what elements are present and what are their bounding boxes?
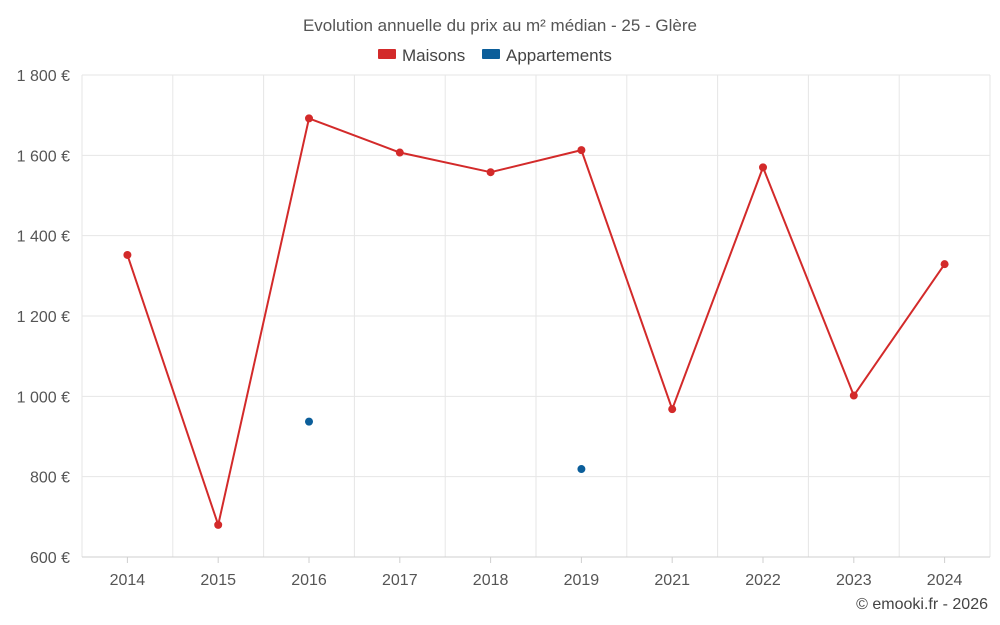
y-axis: 1 800 € 1 600 € 1 400 € 1 200 € 1 000 € 800 €… (17, 68, 70, 567)
x-tick-label: 2017 (382, 572, 418, 589)
data-point-maisons[interactable] (395, 148, 404, 157)
data-point-maisons[interactable] (849, 391, 858, 400)
y-tick-label: 600 € (30, 550, 70, 567)
legend-label-appartements: Appartements (506, 46, 612, 65)
data-point-maisons[interactable] (759, 163, 767, 172)
x-axis: 2014 2015 2016 2017 2018 2019 2021 2022 2023 2024 (82, 556, 990, 589)
data-point-maisons[interactable] (668, 405, 677, 414)
x-tick-label: 2015 (200, 572, 236, 589)
y-tick-label: 1 200 € (17, 309, 70, 326)
x-tick-label: 2024 (927, 572, 963, 589)
legend-swatch-appartements (482, 49, 500, 59)
data-point-maisons[interactable] (940, 260, 949, 269)
series-line-maisons (126, 117, 946, 526)
x-tick-label: 2023 (836, 572, 872, 589)
data-point-maisons[interactable] (305, 114, 313, 123)
data-point-appartements[interactable] (577, 465, 586, 474)
y-tick-label: 800 € (30, 470, 70, 487)
grid-layer (81, 74, 991, 557)
data-point-maisons[interactable] (577, 146, 586, 155)
legend-label-maisons: Maisons (402, 46, 465, 65)
legend-swatch-maisons (378, 49, 396, 59)
legend: Maisons Appartements (378, 46, 612, 65)
legend-item-appartements[interactable]: Appartements (482, 46, 612, 65)
data-point-maisons[interactable] (486, 168, 495, 177)
y-tick-label: 1 400 € (17, 229, 70, 246)
x-tick-label: 2014 (110, 572, 146, 589)
footer-credit: © emooki.fr - 2026 (856, 596, 988, 613)
x-tick-label: 2016 (291, 572, 327, 589)
data-point-maisons[interactable] (214, 520, 223, 529)
x-tick-label: 2022 (745, 572, 781, 589)
x-tick-label: 2018 (473, 572, 509, 589)
y-tick-label: 1 800 € (17, 68, 70, 85)
data-point-appartements[interactable] (305, 417, 313, 426)
x-tick-label: 2021 (654, 572, 690, 589)
legend-item-maisons[interactable]: Maisons (378, 46, 465, 65)
chart-title: Evolution annuelle du prix au m² médian … (303, 16, 697, 35)
series-layer (123, 114, 949, 529)
x-tick-label: 2019 (564, 572, 600, 589)
y-tick-label: 1 600 € (17, 148, 70, 165)
y-tick-label: 1 000 € (17, 389, 70, 406)
data-point-maisons[interactable] (123, 250, 132, 259)
